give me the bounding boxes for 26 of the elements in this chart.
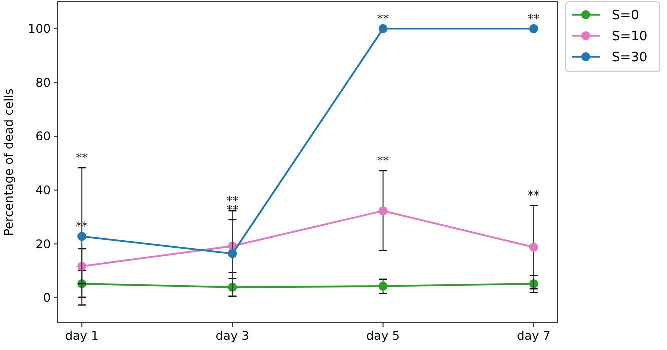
y-tick-label: 80	[36, 76, 51, 90]
x-tick-label: day 5	[366, 329, 400, 343]
annotation: **	[377, 12, 390, 26]
point	[529, 24, 538, 34]
annotation: **	[76, 151, 88, 166]
legend-label: S=0	[612, 8, 640, 24]
y-axis-title: Percentage of dead cells	[2, 88, 16, 236]
x-tick-label: day 7	[517, 329, 551, 343]
y-tick-label: 0	[43, 291, 51, 306]
point	[228, 249, 238, 258]
point	[378, 206, 388, 216]
x-tick-label: day 3	[216, 329, 250, 343]
legend-label: S=30	[612, 50, 648, 66]
annotation: **	[377, 154, 390, 168]
annotation: **	[528, 12, 540, 26]
point	[378, 24, 388, 34]
x-tick-label: day 1	[65, 329, 99, 343]
y-tick-label: 20	[36, 237, 51, 252]
y-tick-label: 100	[28, 22, 51, 36]
y-tick-label: 60	[36, 130, 51, 144]
point	[78, 232, 87, 242]
legend-label: S=10	[612, 30, 648, 45]
point	[378, 282, 388, 291]
y-tick-label: 40	[36, 184, 51, 198]
annotation: **	[528, 188, 540, 203]
point	[529, 242, 538, 252]
